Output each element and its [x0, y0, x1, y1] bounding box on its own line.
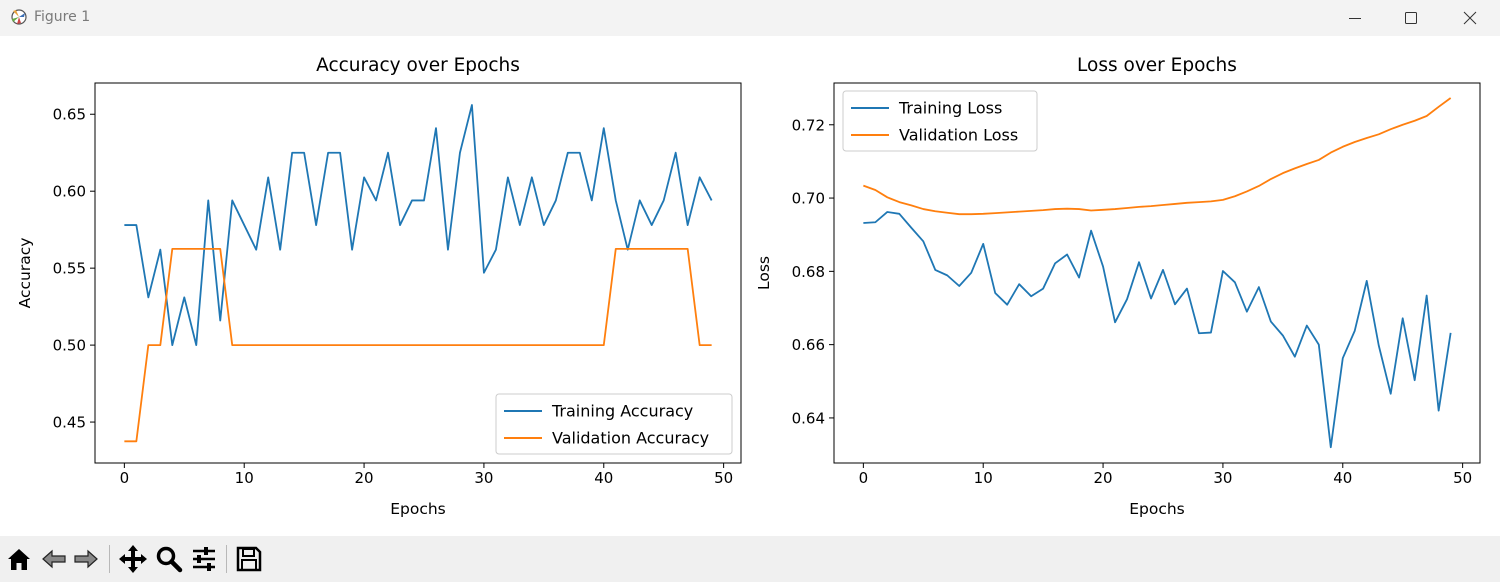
forward-arrow-icon [74, 549, 98, 569]
accuracy-x-tick-label: 50 [714, 469, 733, 487]
loss-x-tick-label: 20 [1094, 469, 1113, 487]
loss-legend: Training Loss Validation Loss [842, 90, 1038, 152]
accuracy-legend-box [495, 393, 733, 455]
zoom-button[interactable] [153, 543, 185, 575]
accuracy-x-tick-label: 30 [474, 469, 493, 487]
toolbar-separator [109, 545, 110, 573]
figure-svg: 0 10 20 30 40 50 0.45 0.50 0.55 0.60 0.65 Accuracy … [16, 55, 1481, 518]
matplotlib-app-icon [8, 6, 30, 28]
loss-legend-label-validation: Validation Loss [899, 126, 1018, 145]
loss-x-tick-label: 50 [1453, 469, 1472, 487]
loss-y-tick-label: 0.68 [792, 263, 825, 281]
loss-legend-box [842, 90, 1038, 152]
maximize-icon [1405, 12, 1417, 24]
maximize-button[interactable] [1382, 0, 1440, 36]
zoom-icon [156, 546, 183, 573]
configure-subplots-button[interactable] [188, 543, 220, 575]
accuracy-y-tick-label: 0.60 [53, 183, 86, 201]
window-titlebar: Figure 1 [0, 0, 1500, 36]
accuracy-series-line-validation [124, 248, 712, 443]
home-button[interactable] [3, 543, 35, 575]
loss-y-tick-label: 0.70 [792, 190, 825, 208]
accuracy-x-tick-label: 40 [594, 469, 613, 487]
sliders-icon [193, 547, 215, 571]
figure-canvas: 0 10 20 30 40 50 0.45 0.50 0.55 0.60 0.65 Accuracy … [0, 36, 1500, 536]
accuracy-legend: Training Accuracy Validation Accuracy [495, 393, 733, 455]
back-button[interactable] [38, 543, 70, 575]
accuracy-y-tick-label: 0.65 [53, 106, 86, 124]
accuracy-x-tick-label: 20 [355, 469, 374, 487]
loss-chart-title: Loss over Epochs [1077, 55, 1237, 76]
back-arrow-icon [42, 549, 66, 569]
loss-axes-frame [833, 82, 1481, 464]
window-title: Figure 1 [34, 9, 91, 25]
loss-x-tick-label: 10 [974, 469, 993, 487]
navigation-toolbar [0, 536, 1500, 582]
accuracy-x-axis-label: Epochs [390, 500, 446, 518]
loss-y-tick-label: 0.72 [792, 116, 825, 134]
pan-button[interactable] [117, 543, 149, 575]
loss-series-line-training [863, 211, 1452, 449]
accuracy-x-tick-label: 10 [235, 469, 254, 487]
accuracy-axes: 0 10 20 30 40 50 0.45 0.50 0.55 0.60 0.65 Accuracy … [16, 55, 742, 518]
home-icon [8, 549, 30, 570]
accuracy-y-tick-label: 0.55 [53, 260, 86, 278]
loss-legend-label-training: Training Loss [898, 99, 1002, 118]
loss-y-tick-label: 0.66 [792, 336, 825, 354]
accuracy-chart-title: Accuracy over Epochs [316, 55, 520, 76]
loss-series-line-validation [863, 97, 1452, 216]
loss-y-axis-label: Loss [755, 256, 773, 290]
accuracy-x-tick-label: 0 [120, 469, 130, 487]
loss-axes: 0 10 20 30 40 50 0.64 0.66 0.68 0.70 0.72 Loss over… [755, 55, 1481, 518]
accuracy-series-line-training [124, 104, 713, 347]
accuracy-legend-label-validation: Validation Accuracy [552, 429, 709, 448]
minimize-icon [1349, 18, 1361, 19]
accuracy-axes-frame [94, 82, 742, 464]
toolbar-separator [226, 545, 227, 573]
loss-x-axis-label: Epochs [1129, 500, 1185, 518]
close-icon [1463, 11, 1477, 25]
accuracy-legend-label-training: Training Accuracy [551, 402, 693, 421]
loss-x-tick-label: 30 [1213, 469, 1232, 487]
save-button[interactable] [233, 543, 265, 575]
accuracy-y-tick-label: 0.45 [53, 414, 86, 432]
close-button[interactable] [1441, 0, 1499, 36]
loss-x-tick-label: 40 [1333, 469, 1352, 487]
save-icon [236, 546, 262, 572]
loss-y-tick-label: 0.64 [792, 409, 825, 427]
accuracy-y-axis-label: Accuracy [16, 238, 34, 309]
accuracy-y-tick-label: 0.50 [53, 337, 86, 355]
loss-x-tick-label: 0 [859, 469, 869, 487]
move-icon [119, 545, 147, 573]
forward-button[interactable] [70, 543, 102, 575]
minimize-button[interactable] [1326, 0, 1384, 36]
